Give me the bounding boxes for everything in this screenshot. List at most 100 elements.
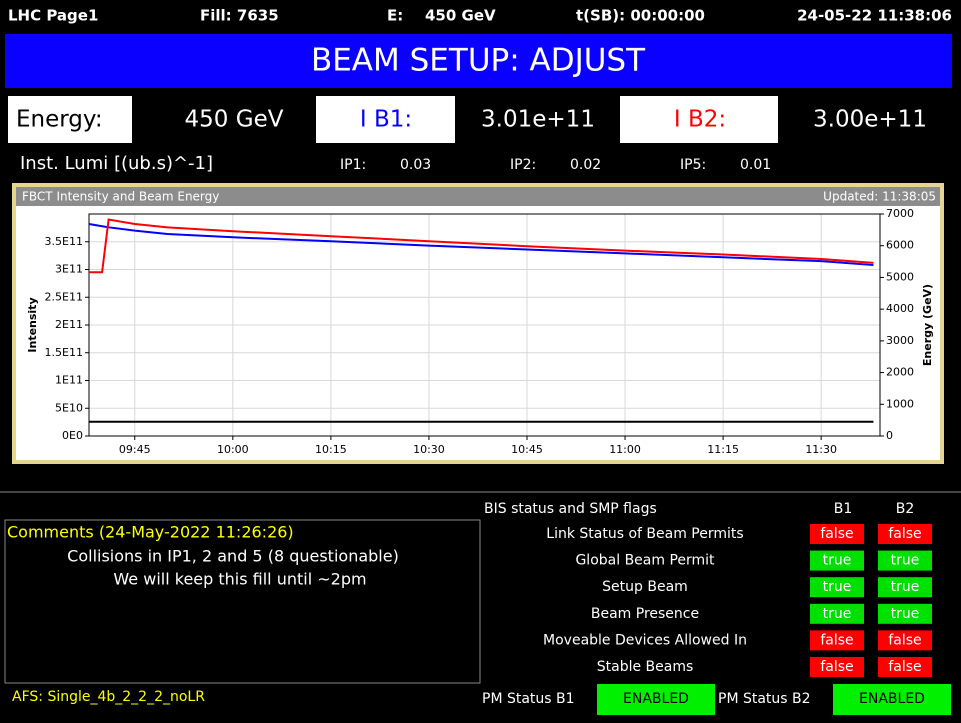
ip-label: IP1: (340, 157, 366, 173)
y2-tick-label: 1000 (886, 397, 914, 410)
ib2: 3.00e+11 (813, 107, 927, 133)
y2-tick-label: 5000 (886, 270, 914, 283)
series-line (89, 218, 874, 274)
banner-bg (5, 34, 952, 88)
afs: AFS: Single_4b_2_2_2_noLR (12, 689, 205, 705)
status-value: false (888, 526, 921, 542)
cell (620, 96, 778, 143)
status-cell (810, 603, 864, 624)
comments-box (4, 519, 481, 684)
status-cell (810, 577, 864, 598)
bis-col: B2 (896, 501, 915, 517)
bis-label: Global Beam Permit (575, 553, 715, 569)
y-tick-label: 2.5E11 (45, 290, 83, 303)
status-value: false (888, 659, 921, 675)
status-cell (810, 630, 864, 651)
banner: BEAM SETUP: ADJUST (311, 43, 646, 79)
chart-frame (12, 183, 944, 464)
status-value: true (891, 579, 920, 595)
status-value: false (820, 526, 853, 542)
x-tick-label: 10:30 (413, 443, 445, 456)
page-title: LHC Page1 (8, 7, 98, 25)
energy-label: Energy: (16, 107, 103, 133)
y2-tick-label: 2000 (886, 366, 914, 379)
ip-value: 0.01 (740, 157, 771, 173)
status-cell (878, 550, 932, 571)
x-tick-label: 09:45 (119, 443, 151, 456)
status-cell (810, 524, 864, 544)
pm-value: ENABLED (623, 691, 689, 707)
status-value: true (823, 579, 852, 595)
bis-label: Stable Beams (597, 659, 694, 675)
ip-value: 0.03 (400, 157, 431, 173)
y-tick-label: 1E11 (55, 374, 83, 387)
y-tick-label: 3E11 (55, 263, 83, 276)
comments-title: Comments (24-May-2022 11:26:26) (7, 523, 294, 542)
ib2-label: I B2: (674, 107, 726, 133)
y-tick-label: 1.5E11 (45, 346, 83, 359)
chart-updated: Updated: 11:38:05 (823, 190, 936, 204)
ib1: 3.01e+11 (481, 107, 595, 133)
y2-tick-label: 3000 (886, 334, 914, 347)
ip-value: 0.02 (570, 157, 601, 173)
ip-label: IP5: (680, 157, 706, 173)
ib1-label: I B1: (360, 107, 412, 133)
pm-value: ENABLED (859, 691, 925, 707)
energy-label: E: (387, 7, 403, 25)
bis-label: Moveable Devices Allowed In (543, 632, 747, 648)
y-tick-label: 0E0 (62, 429, 83, 442)
comment-line: We will keep this fill until ~2pm (113, 570, 366, 589)
status-cell (878, 603, 932, 624)
pm-cell (833, 684, 951, 715)
status-value: true (891, 606, 920, 622)
bis-title: BIS status and SMP flags (484, 501, 657, 517)
y2-tick-label: 7000 (886, 207, 914, 220)
comment-line: Collisions in IP1, 2 and 5 (8 questionab… (67, 547, 399, 566)
x-tick-label: 10:00 (217, 443, 249, 456)
x-tick-label: 11:15 (707, 443, 739, 456)
pm-label: PM Status B2 (718, 691, 811, 707)
plot-area (88, 213, 881, 437)
y-tick-label: 5E10 (55, 401, 83, 414)
chart-title: FBCT Intensity and Beam Energy (22, 190, 219, 204)
cell (8, 96, 132, 143)
pm-label: PM Status B1 (482, 691, 575, 707)
y-tick-label: 2E11 (55, 318, 83, 331)
y2-tick-label: 6000 (886, 239, 914, 252)
status-cell (878, 657, 932, 677)
x-tick-label: 11:30 (805, 443, 837, 456)
status-cell (878, 577, 932, 598)
y2-tick-label: 0 (886, 429, 893, 442)
ip-label: IP2: (510, 157, 536, 173)
status-value: false (820, 632, 853, 648)
fill: Fill: 7635 (200, 7, 279, 25)
y-axis-label: Intensity (26, 297, 39, 352)
bis-label: Beam Presence (591, 606, 699, 622)
bis-col: B1 (834, 501, 853, 517)
status-value: true (891, 553, 920, 569)
energy: 450 GeV (425, 7, 496, 25)
cell (316, 96, 455, 143)
bis-label: Link Status of Beam Permits (546, 526, 743, 542)
x-tick-label: 10:45 (511, 443, 543, 456)
y2-tick-label: 4000 (886, 302, 914, 315)
y-tick-label: 3.5E11 (45, 235, 83, 248)
status-cell (878, 524, 932, 544)
status-value: true (823, 553, 852, 569)
status-cell (878, 630, 932, 651)
header: LHC Page1 Fill: 7635 E: 450 GeV t(SB): 0… (8, 7, 952, 25)
energy: 450 GeV (185, 107, 284, 133)
y2-axis-label: Energy (GeV) (921, 284, 934, 366)
t-sb: t(SB): 00:00:00 (576, 7, 705, 25)
x-tick-label: 10:15 (315, 443, 347, 456)
lumi-label: Inst. Lumi [(ub.s)^-1] (20, 153, 213, 174)
x-tick-label: 11:00 (609, 443, 641, 456)
status-value: false (888, 632, 921, 648)
status-cell (810, 657, 864, 677)
status-value: false (820, 659, 853, 675)
status-cell (810, 550, 864, 571)
datetime: 24-05-22 11:38:06 (797, 7, 952, 25)
status-value: true (823, 606, 852, 622)
